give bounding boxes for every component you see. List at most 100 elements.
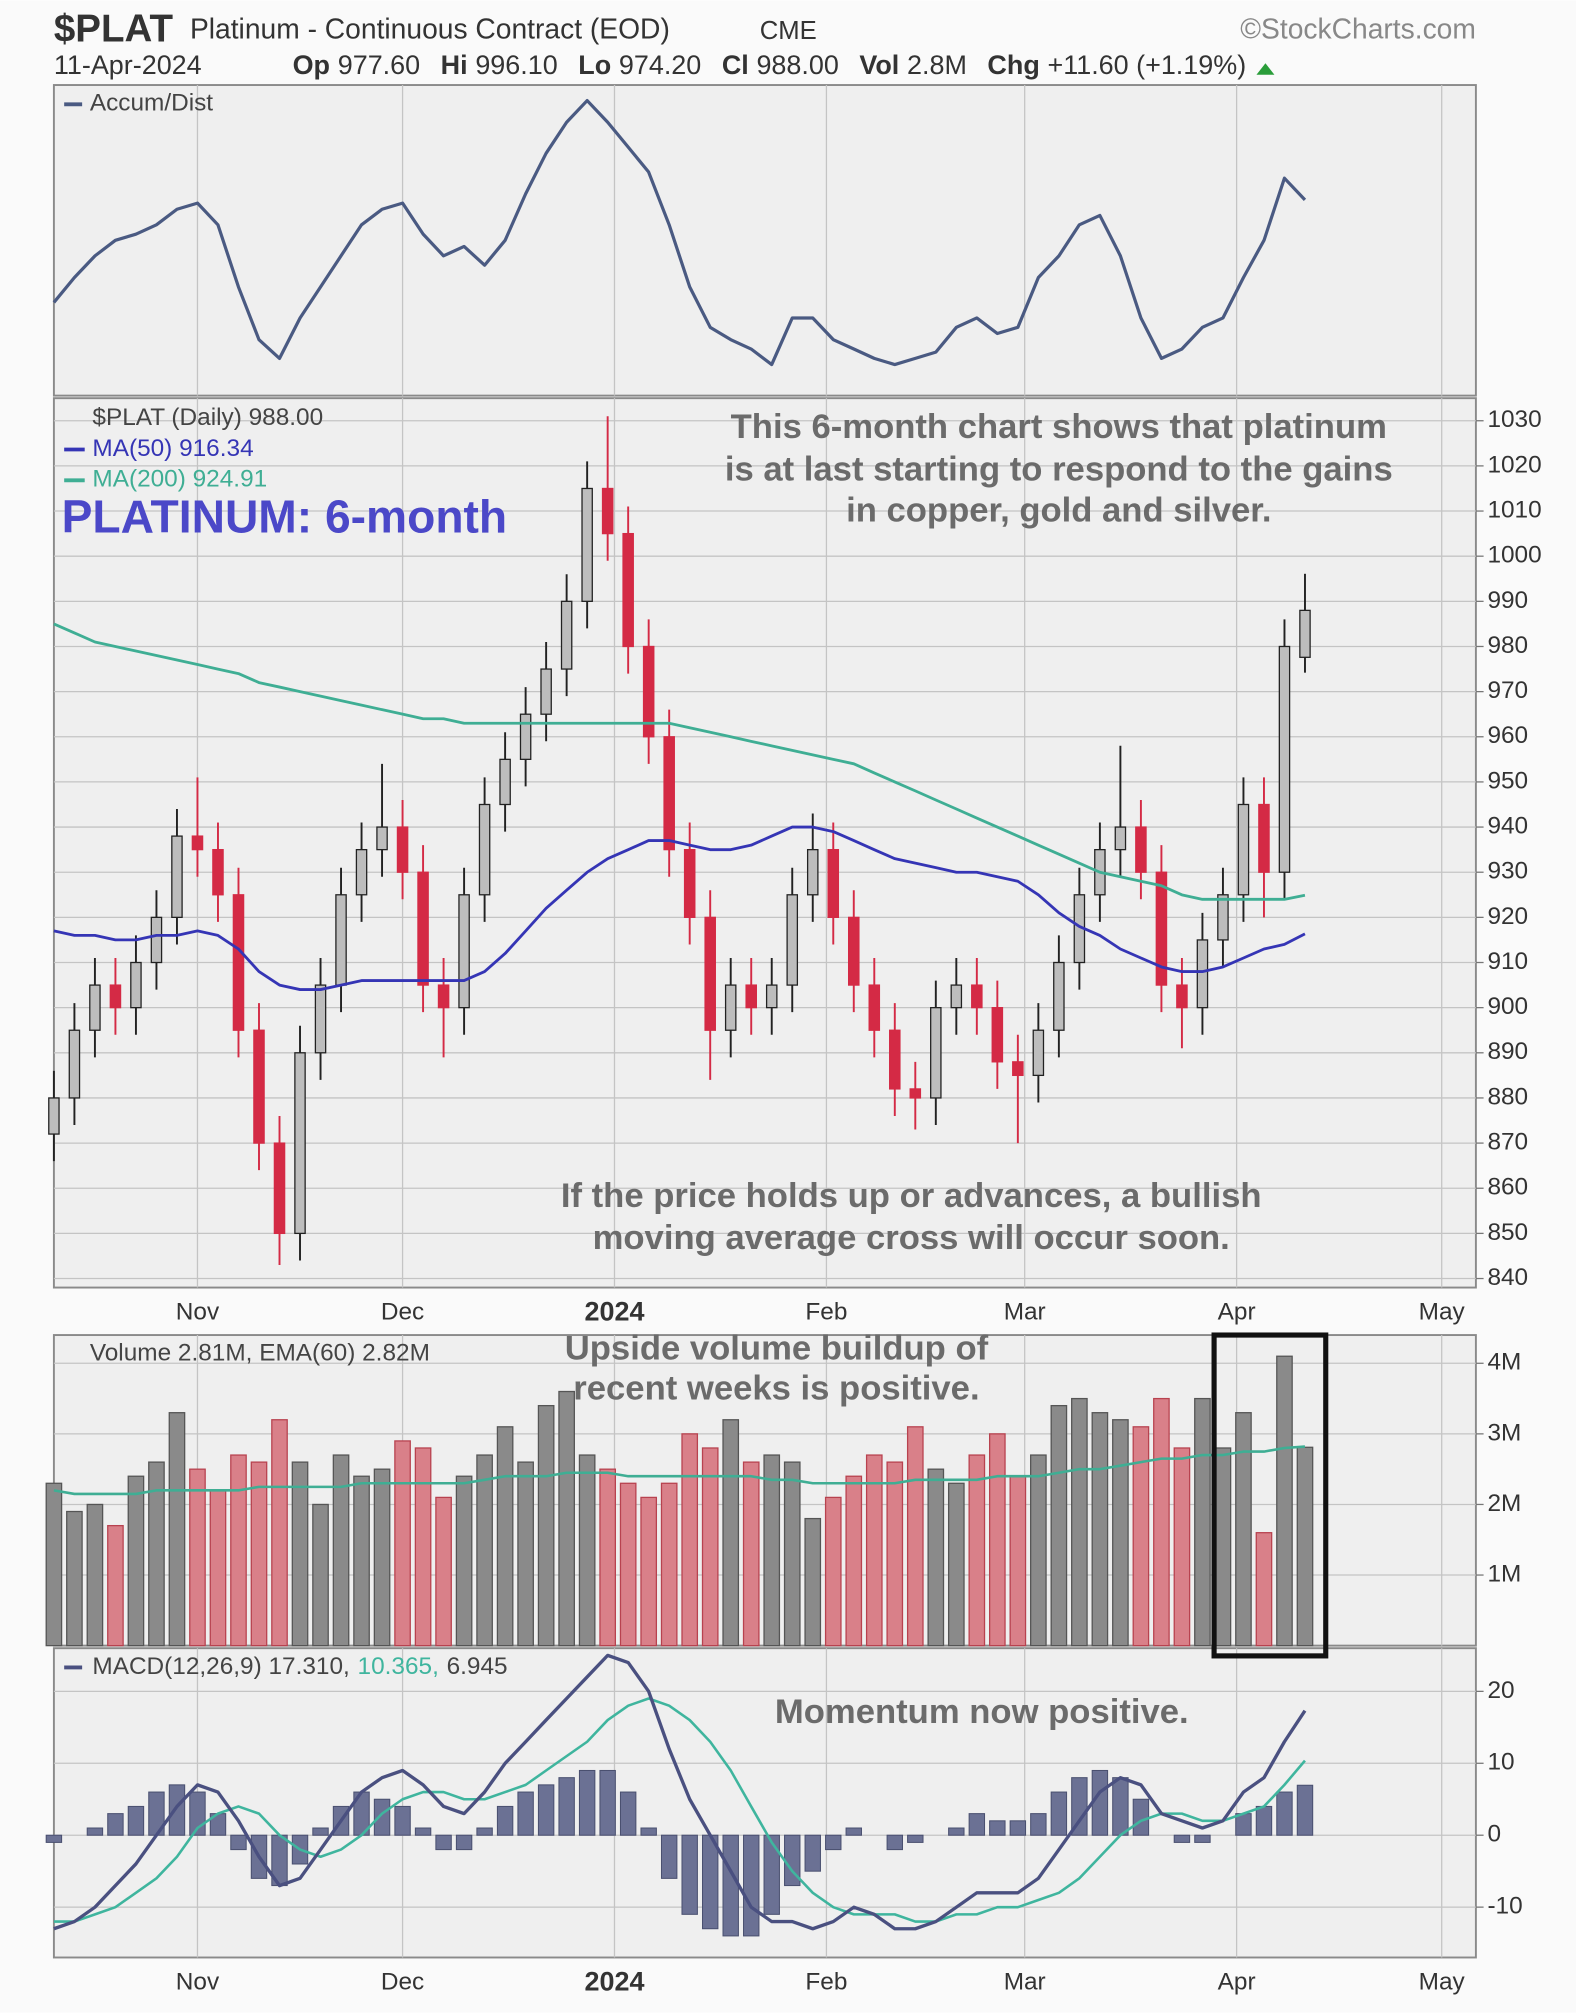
quote-label: Cl [722, 50, 749, 80]
x-tick-label: Apr [1218, 1969, 1256, 1996]
candle-body [1012, 1061, 1024, 1077]
quote-value: 977.60 [338, 50, 420, 80]
macd-histogram-bar [1030, 1813, 1047, 1836]
volume-bar [1030, 1454, 1047, 1647]
candle-body [355, 848, 368, 896]
macd-histogram-bar [660, 1834, 678, 1879]
y-tick-label: 3M [1487, 1419, 1521, 1446]
volume-bar [824, 1496, 842, 1647]
candle-body [417, 871, 429, 986]
macd-histogram-bar [599, 1769, 616, 1836]
volume-bar [906, 1426, 924, 1647]
quote-label: Op [293, 50, 330, 80]
candle-body [581, 487, 593, 602]
candle-body [745, 984, 758, 1009]
highlight-box [1211, 1332, 1329, 1659]
macd-histogram-bar [1050, 1791, 1068, 1836]
volume-bar [148, 1461, 165, 1647]
y-tick-label: 970 [1487, 677, 1528, 704]
moving-average-line [53, 622, 1306, 901]
candle-body [1258, 803, 1270, 873]
macd-histogram-bar [373, 1798, 391, 1836]
y-tick-label: 910 [1487, 948, 1528, 975]
x-tick-label: 2024 [585, 1296, 645, 1326]
quote-value: 2.8M [907, 50, 967, 80]
volume-bar [373, 1468, 391, 1647]
candle-body [294, 1052, 306, 1235]
volume-bar [1235, 1412, 1252, 1647]
macd-histogram-bar [312, 1827, 329, 1836]
candle-body [971, 984, 983, 1009]
x-tick-label: Nov [176, 1299, 220, 1326]
volume-bar [1050, 1404, 1068, 1647]
candle-body [991, 1007, 1004, 1063]
candle-body [560, 600, 573, 670]
volume-bar [1194, 1397, 1211, 1647]
volume-bar [230, 1454, 247, 1647]
volume-bar [332, 1454, 350, 1647]
x-tick-label: Dec [381, 1299, 424, 1326]
annotation: Upside volume buildup of [565, 1330, 989, 1368]
x-tick-label: May [1419, 1969, 1466, 1996]
x-tick-label: Dec [381, 1969, 424, 1996]
volume-bar [558, 1390, 575, 1647]
macd-histogram-bar [845, 1827, 862, 1836]
macd-histogram-bar [619, 1791, 637, 1836]
volume-bar [722, 1419, 740, 1647]
annotation: moving average cross will occur soon. [593, 1219, 1230, 1257]
y-tick-label: 20 [1487, 1677, 1514, 1704]
volume-bar [1071, 1397, 1088, 1647]
y-tick-label: 1010 [1487, 496, 1541, 523]
macd-histogram-bar [1194, 1834, 1211, 1843]
annotation: Momentum now positive. [775, 1693, 1189, 1731]
x-tick-label: Nov [176, 1969, 220, 1996]
candle-body [765, 984, 778, 1009]
volume-bar [455, 1475, 473, 1647]
candle-body [622, 532, 634, 648]
candle-body [663, 736, 675, 851]
instrument-name: Platinum - Continuous Contract (EOD) [190, 13, 670, 45]
candle-body [889, 1029, 901, 1090]
candle-body [191, 835, 204, 851]
macd-histogram-bar [804, 1834, 821, 1872]
macd-histogram-bar [1009, 1820, 1027, 1836]
legend-entry: $PLAT (Daily) 988.00 [92, 404, 323, 431]
symbol: $PLAT [54, 7, 174, 50]
annotation: is at last starting to respond to the ga… [725, 450, 1393, 488]
candle-body [724, 984, 737, 1031]
volume-bar [640, 1496, 658, 1647]
candle-body [171, 835, 183, 919]
volume-bar [127, 1475, 145, 1647]
volume-bar [968, 1454, 986, 1647]
macd-histogram-bar [107, 1813, 124, 1836]
candle-body [478, 803, 491, 896]
macd-histogram-bar [435, 1834, 452, 1851]
macd-histogram-bar [127, 1805, 145, 1836]
volume-bar [209, 1489, 227, 1647]
macd-histogram-bar [681, 1834, 698, 1915]
y-tick-label: 1M [1487, 1560, 1521, 1587]
legend-entry: MACD(12,26,9) 17.310, [92, 1653, 349, 1680]
volume-bar [599, 1468, 617, 1647]
candle-body [827, 848, 840, 919]
macd-histogram-bar [578, 1769, 596, 1836]
quote-label: Vol [859, 50, 899, 80]
macd-histogram-bar [1071, 1777, 1088, 1836]
candle-body [950, 984, 963, 1009]
candle-body [683, 848, 696, 919]
candle-body [601, 487, 614, 535]
macd-histogram-bar [1173, 1834, 1191, 1843]
y-tick-label: 950 [1487, 767, 1528, 794]
legend-entry: MA(50) 916.34 [92, 435, 253, 462]
y-tick-label: 4M [1487, 1349, 1521, 1376]
x-tick-label: Mar [1004, 1299, 1046, 1326]
macd-histogram-bar [1132, 1798, 1150, 1836]
x-tick-label: Feb [805, 1969, 847, 1996]
y-tick-label: 930 [1487, 858, 1528, 885]
candle-body [109, 984, 122, 1009]
quote-label: Chg [987, 50, 1039, 80]
candle-body [847, 916, 860, 986]
macd-histogram-bar [517, 1791, 534, 1836]
candle-body [868, 984, 881, 1031]
